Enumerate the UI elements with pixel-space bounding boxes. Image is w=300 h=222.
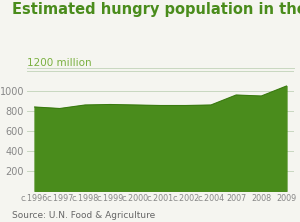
Text: Source: U.N. Food & Agriculture: Source: U.N. Food & Agriculture xyxy=(12,211,155,220)
Text: Estimated hungry population in the world: Estimated hungry population in the world xyxy=(12,2,300,17)
Text: 1200 million: 1200 million xyxy=(27,58,92,68)
